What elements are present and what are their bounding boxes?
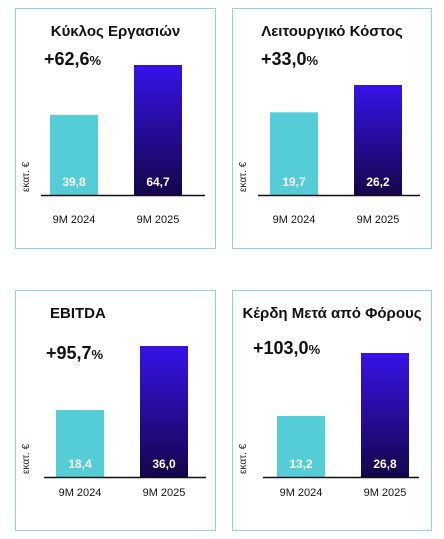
x-tick-label: 9M 2025: [356, 214, 400, 226]
chart-title: Κέρδη Μετά από Φόρους: [242, 305, 422, 322]
bar-value-label: 19,7: [282, 175, 306, 189]
bar-9m-2024: [50, 115, 98, 195]
x-tick-label: 9M 2025: [363, 487, 407, 499]
bar-value-label: 64,7: [146, 175, 170, 189]
bar-value-label: 39,8: [62, 175, 86, 189]
chart-panel-ebitda: EBITDA +95,7% εκατ. € 18,4 36,0 9M 2024 9…: [15, 290, 216, 531]
change-percentage: +103,0%: [253, 338, 320, 359]
bar-9m-2025: [134, 65, 182, 195]
change-value: +33,0: [261, 49, 307, 69]
change-unit: %: [89, 53, 102, 68]
change-value: +62,6: [44, 49, 90, 69]
change-percentage: +62,6%: [44, 49, 101, 70]
change-value: +103,0: [253, 338, 309, 358]
x-tick-label: 9M 2024: [272, 214, 316, 226]
bar-plot: 13,2 26,8: [263, 353, 419, 479]
chart-panel-revenue: Κύκλος Εργασιών +62,6% εκατ. € 39,8 64,7 …: [15, 8, 216, 249]
bar-value-label: 36,0: [152, 457, 176, 471]
x-tick-label: 9M 2025: [142, 487, 186, 499]
chart-panel-operating-cost: Λειτουργικό Κόστος +33,0% εκατ. € 19,7 26…: [232, 8, 432, 249]
bar-value-label: 26,2: [366, 175, 390, 189]
x-tick-label: 9M 2024: [279, 487, 323, 499]
chart-title: Λειτουργικό Κόστος: [261, 23, 403, 40]
bar-value-label: 18,4: [68, 457, 92, 471]
change-percentage: +33,0%: [261, 49, 318, 70]
bar-9m-2025: [361, 353, 409, 477]
change-unit: %: [306, 53, 319, 68]
bar-9m-2025: [354, 85, 402, 195]
change-unit: %: [91, 347, 104, 362]
bar-plot: 39,8 64,7: [41, 65, 205, 197]
bar-plot: 19,7 26,2: [258, 85, 420, 197]
change-percentage: +95,7%: [46, 343, 103, 364]
bar-9m-2024: [277, 415, 325, 477]
x-tick-label: 9M 2024: [58, 487, 102, 499]
bar-9m-2024: [56, 410, 104, 477]
bar-value-label: 26,8: [373, 457, 397, 471]
chart-title: Κύκλος Εργασιών: [50, 23, 181, 40]
bar-plot: 18,4 36,0: [44, 346, 206, 479]
change-value: +95,7: [46, 343, 92, 363]
change-unit: %: [308, 342, 321, 357]
x-tick-label: 9M 2024: [52, 214, 96, 226]
bar-9m-2025: [140, 346, 188, 477]
bar-value-label: 13,2: [289, 457, 313, 471]
bar-9m-2024: [270, 112, 318, 195]
x-tick-label: 9M 2025: [136, 214, 180, 226]
chart-panel-net-profit: Κέρδη Μετά από Φόρους +103,0% εκατ. € 13…: [232, 290, 432, 531]
chart-title: EBITDA: [50, 305, 106, 322]
